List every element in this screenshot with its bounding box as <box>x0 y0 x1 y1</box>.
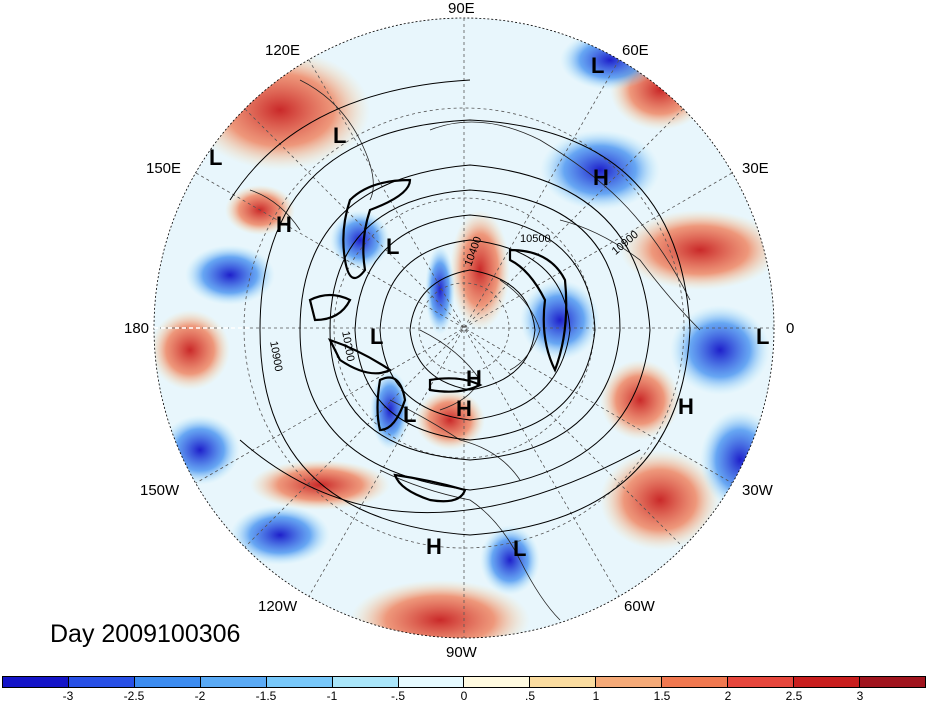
colorbar-segment <box>596 677 663 687</box>
low-pressure-marker: L <box>333 123 347 148</box>
colorbar-tick-label: 1.5 <box>653 689 671 703</box>
high-pressure-marker: H <box>456 396 472 421</box>
low-pressure-marker: L <box>513 536 527 561</box>
high-pressure-marker: H <box>466 366 482 391</box>
high-pressure-marker: H <box>276 212 292 237</box>
height-contours <box>229 79 691 536</box>
colorbar-tick-label: -1.5 <box>255 689 277 703</box>
colorbar-tick-label: -.5 <box>390 689 406 703</box>
colorbar-segment <box>200 677 267 687</box>
lon-label-90w: 90W <box>446 644 477 661</box>
lon-label-180: 180 <box>124 320 150 337</box>
low-pressure-marker: L <box>403 402 417 427</box>
low-pressure-marker: L <box>370 324 384 349</box>
coastlines <box>249 79 701 621</box>
colorbar-segment <box>3 677 69 687</box>
lon-label-120e: 120E <box>265 42 301 59</box>
lon-label-60w: 60W <box>624 598 655 615</box>
lon-label-60e: 60E <box>622 42 649 59</box>
high-pressure-marker: H <box>678 394 694 419</box>
low-pressure-marker: L <box>209 145 223 170</box>
high-pressure-marker: H <box>593 165 609 190</box>
colorbar-tick-label: -2 <box>194 689 206 703</box>
colorbar-segment <box>134 677 201 687</box>
colorbar-segment <box>794 677 860 687</box>
colorbar-tick-label: 0 <box>460 689 468 703</box>
lon-label-30w: 30W <box>742 482 773 499</box>
colorbar-segment <box>398 677 465 687</box>
colorbar-segment <box>728 677 795 687</box>
colorbar-tick-label: .5 <box>524 689 536 703</box>
colorbar-segment <box>464 677 531 687</box>
colorbar-segment <box>332 677 399 687</box>
low-pressure-marker: L <box>591 53 605 78</box>
low-pressure-marker: L <box>386 234 400 259</box>
colorbar-tick-label: 2 <box>724 689 732 703</box>
colorbar-segment <box>266 677 333 687</box>
contour-label: 10900 <box>267 340 284 372</box>
colorbar-segment <box>68 677 135 687</box>
low-pressure-marker: L <box>756 324 770 349</box>
colorbar-tick-label: -1 <box>326 689 338 703</box>
colorbar-segment <box>662 677 729 687</box>
jet-contours <box>308 178 568 503</box>
contour-label: 10200 <box>339 330 356 362</box>
colorbar <box>2 676 926 688</box>
contour-label: 10500 <box>520 233 551 245</box>
colorbar-tick-label: 2.5 <box>785 689 803 703</box>
colorbar-tick-label: -3 <box>62 689 74 703</box>
lon-label-150w: 150W <box>140 482 180 499</box>
lon-label-120w: 120W <box>258 598 298 615</box>
lon-label-150e: 150E <box>146 160 182 177</box>
lon-label-30e: 30E <box>742 160 769 177</box>
map-title: Day 2009100306 <box>50 620 241 648</box>
colorbar-tick-label: 1 <box>592 689 600 703</box>
colorbar-segment <box>859 677 925 687</box>
high-pressure-marker: H <box>426 534 442 559</box>
lon-label-90e: 90E <box>448 0 475 17</box>
colorbar-tick-label: 3 <box>856 689 864 703</box>
colorbar-tick-label: -2.5 <box>123 689 145 703</box>
colorbar-segment <box>530 677 597 687</box>
lon-label-0: 0 <box>786 320 795 337</box>
